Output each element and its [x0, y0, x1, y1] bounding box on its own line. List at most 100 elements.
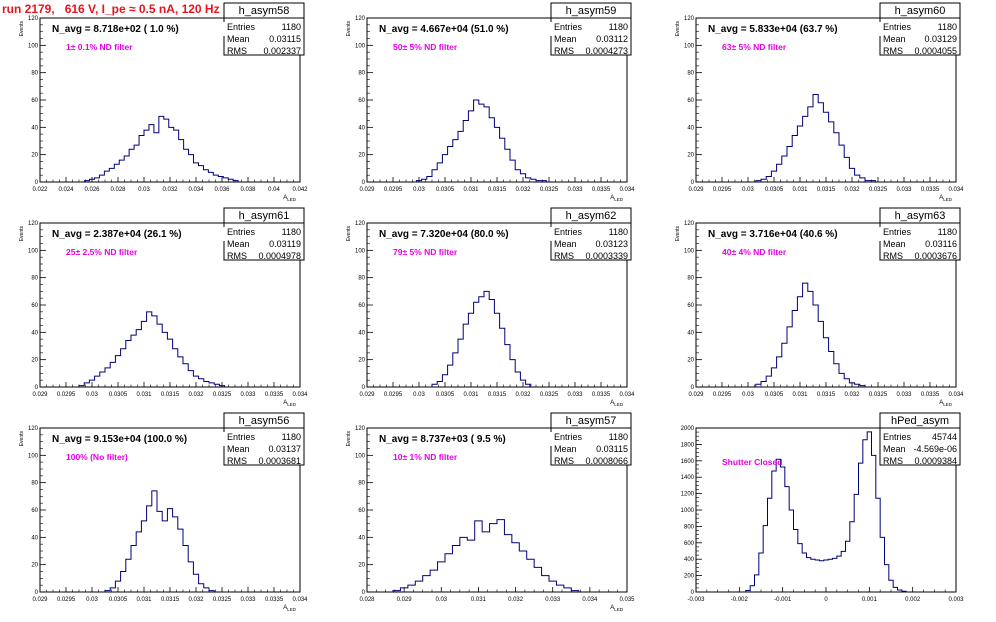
histogram-bin [837, 556, 841, 592]
y-tick-label: 60 [687, 98, 694, 104]
histogram-bin [159, 116, 164, 182]
x-tick-label: 0.0295 [57, 392, 76, 398]
x-axis-title: ALED [283, 605, 297, 612]
x-tick-label: 0.0325 [869, 187, 888, 193]
filter-label: 40± 4% ND filter [722, 247, 787, 257]
y-tick-label: 2000 [681, 426, 695, 432]
y-tick-label: 20 [31, 358, 38, 364]
navg-box [704, 22, 881, 36]
histogram-bin [474, 100, 479, 182]
x-tick-label: -0.001 [774, 597, 792, 603]
stats-box [550, 2, 632, 56]
navg-label: N_avg = 5.833e+04 (63.7 %) [708, 24, 838, 35]
histogram-h_asym57: 0.028 0.029 0.03 0.031 0.032 0.033 0.034 0.035 0… [346, 412, 635, 612]
y-tick-label: 0 [362, 590, 366, 596]
stats-box [223, 2, 305, 56]
histogram-bin [188, 562, 193, 592]
x-tick-label: 0.0325 [540, 392, 559, 398]
histogram-bin [855, 175, 860, 182]
histogram-bin [121, 572, 126, 593]
histogram-bin [549, 581, 556, 592]
stats-title: h_asym61 [239, 210, 290, 222]
histogram-bin [474, 302, 479, 387]
histogram-bin [512, 543, 519, 592]
histogram-bin [173, 349, 178, 387]
x-tick-label: 0.03 [435, 597, 447, 603]
histogram-bin [777, 164, 782, 182]
y-tick-label: 800 [684, 524, 695, 530]
histogram-bin [437, 163, 442, 182]
histogram-series-line [745, 431, 907, 592]
histogram-bin [169, 127, 174, 182]
stats-title: h_asym63 [895, 210, 946, 222]
y-tick-label: 120 [28, 16, 39, 22]
x-tick-label: 0.0315 [161, 392, 180, 398]
stats-value: 0.03112 [596, 34, 628, 44]
stats-label: Entries [227, 22, 256, 32]
y-axis-title: Events [346, 21, 352, 37]
y-tick-label: 400 [684, 557, 695, 563]
y-tick-label: 120 [355, 426, 366, 432]
y-tick-label: 1800 [681, 442, 695, 448]
histogram-bin [458, 339, 463, 387]
histogram-bin [798, 544, 802, 592]
x-tick-label: 0.03 [742, 187, 754, 193]
x-tick-label: 0.032 [515, 187, 531, 193]
histogram-bin [126, 559, 131, 592]
x-tick-label: 0.029 [397, 597, 413, 603]
x-tick-label: 0.0305 [109, 597, 128, 603]
navg-label: N_avg = 8.718e+02 ( 1.0 %) [52, 24, 179, 35]
stats-value: 1180 [282, 22, 301, 32]
x-axis-title: ALED [939, 400, 953, 407]
histogram-h_asym59: 0.029 0.0295 0.03 0.0305 0.031 0.0315 0.032 0.0… [346, 2, 635, 202]
y-tick-label: 0 [691, 385, 695, 391]
histogram-bin [162, 521, 167, 592]
navg-label: N_avg = 4.667e+04 (51.0 %) [379, 24, 509, 35]
histogram-bin [556, 585, 563, 592]
x-tick-label: 0.024 [58, 187, 74, 193]
histogram-bin [500, 328, 505, 387]
y-tick-label: 60 [31, 98, 38, 104]
histogram-bin [889, 580, 893, 592]
histogram-bin [505, 345, 510, 387]
histogram-bin [427, 177, 432, 182]
histogram-bin [515, 170, 520, 182]
histogram-bin [452, 546, 459, 592]
histogram-bin [453, 140, 458, 182]
x-tick-label: 0.0305 [109, 392, 128, 398]
stats-box [879, 207, 961, 261]
x-tick-label: 0.034 [948, 392, 964, 398]
y-axis-title: Events [19, 21, 25, 37]
histogram-bin [534, 567, 541, 592]
x-tick-label: 0.0335 [265, 597, 284, 603]
histogram-bin [484, 107, 489, 182]
histogram-bin [834, 133, 839, 182]
stats-label: Mean [883, 444, 906, 454]
histogram-bin [766, 376, 771, 387]
histogram-bin [484, 291, 489, 387]
stats-value: 0.002337 [263, 46, 301, 56]
y-tick-label: 80 [31, 71, 38, 77]
histogram-bin [468, 111, 473, 182]
histogram-bin [178, 357, 183, 387]
y-tick-label: 60 [31, 303, 38, 309]
histogram-bin [468, 313, 473, 387]
histogram-bin [147, 506, 152, 592]
stats-label: RMS [883, 46, 903, 56]
y-tick-label: 600 [684, 541, 695, 547]
x-tick-label: 0.034 [188, 187, 204, 193]
x-tick-label: 0.0295 [713, 392, 732, 398]
histogram-bin [400, 588, 407, 592]
stats-label: RMS [227, 251, 247, 261]
stats-value: 1180 [282, 227, 301, 237]
y-tick-label: 120 [355, 221, 366, 227]
histogram-bin [95, 376, 100, 387]
x-axis-title-subscript: LED [614, 607, 624, 612]
x-tick-label: -0.002 [731, 597, 749, 603]
y-tick-label: 120 [684, 16, 695, 22]
histogram-bin [500, 138, 505, 182]
histogram-bin [781, 467, 785, 592]
histogram-bin [859, 463, 863, 592]
x-tick-label: 0.029 [32, 597, 48, 603]
stats-value: 0.0003676 [914, 251, 957, 261]
